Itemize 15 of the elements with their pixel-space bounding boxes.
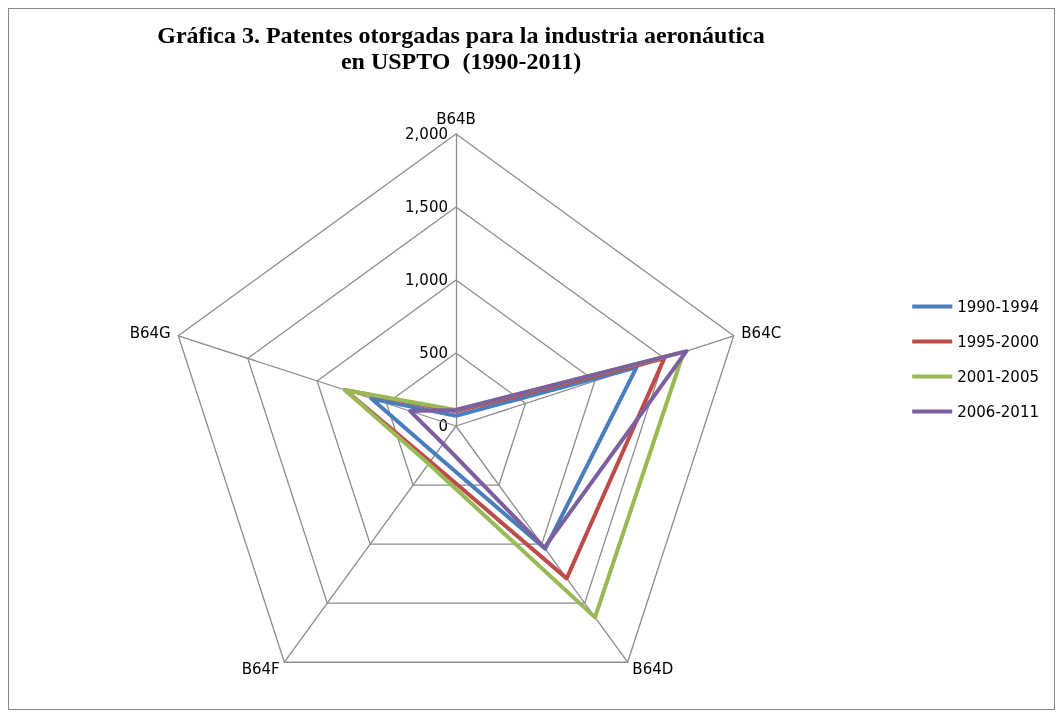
legend-label: 1995-2000 bbox=[957, 332, 1040, 351]
y-tick-label: 1,500 bbox=[405, 198, 448, 216]
legend-label: 1990-1994 bbox=[957, 297, 1040, 316]
y-tick-label: 2,000 bbox=[405, 125, 448, 143]
spoke-label: B64F bbox=[241, 659, 280, 678]
spoke-label: B64B bbox=[436, 109, 476, 128]
legend-label: 2001-2005 bbox=[957, 367, 1040, 386]
spoke-label: B64C bbox=[741, 324, 782, 343]
y-tick-label: 0 bbox=[438, 417, 448, 435]
spoke-label: B64G bbox=[129, 324, 171, 343]
spoke-label: B64D bbox=[632, 659, 674, 678]
y-tick-label: 1,000 bbox=[405, 271, 448, 289]
legend-label: 2006-2011 bbox=[957, 402, 1040, 421]
y-tick-label: 500 bbox=[419, 344, 448, 362]
chart-title: Gráfica 3. Patentes otorgadas para la industria aeronáutica en USPTO (1990-2011) bbox=[157, 22, 765, 74]
